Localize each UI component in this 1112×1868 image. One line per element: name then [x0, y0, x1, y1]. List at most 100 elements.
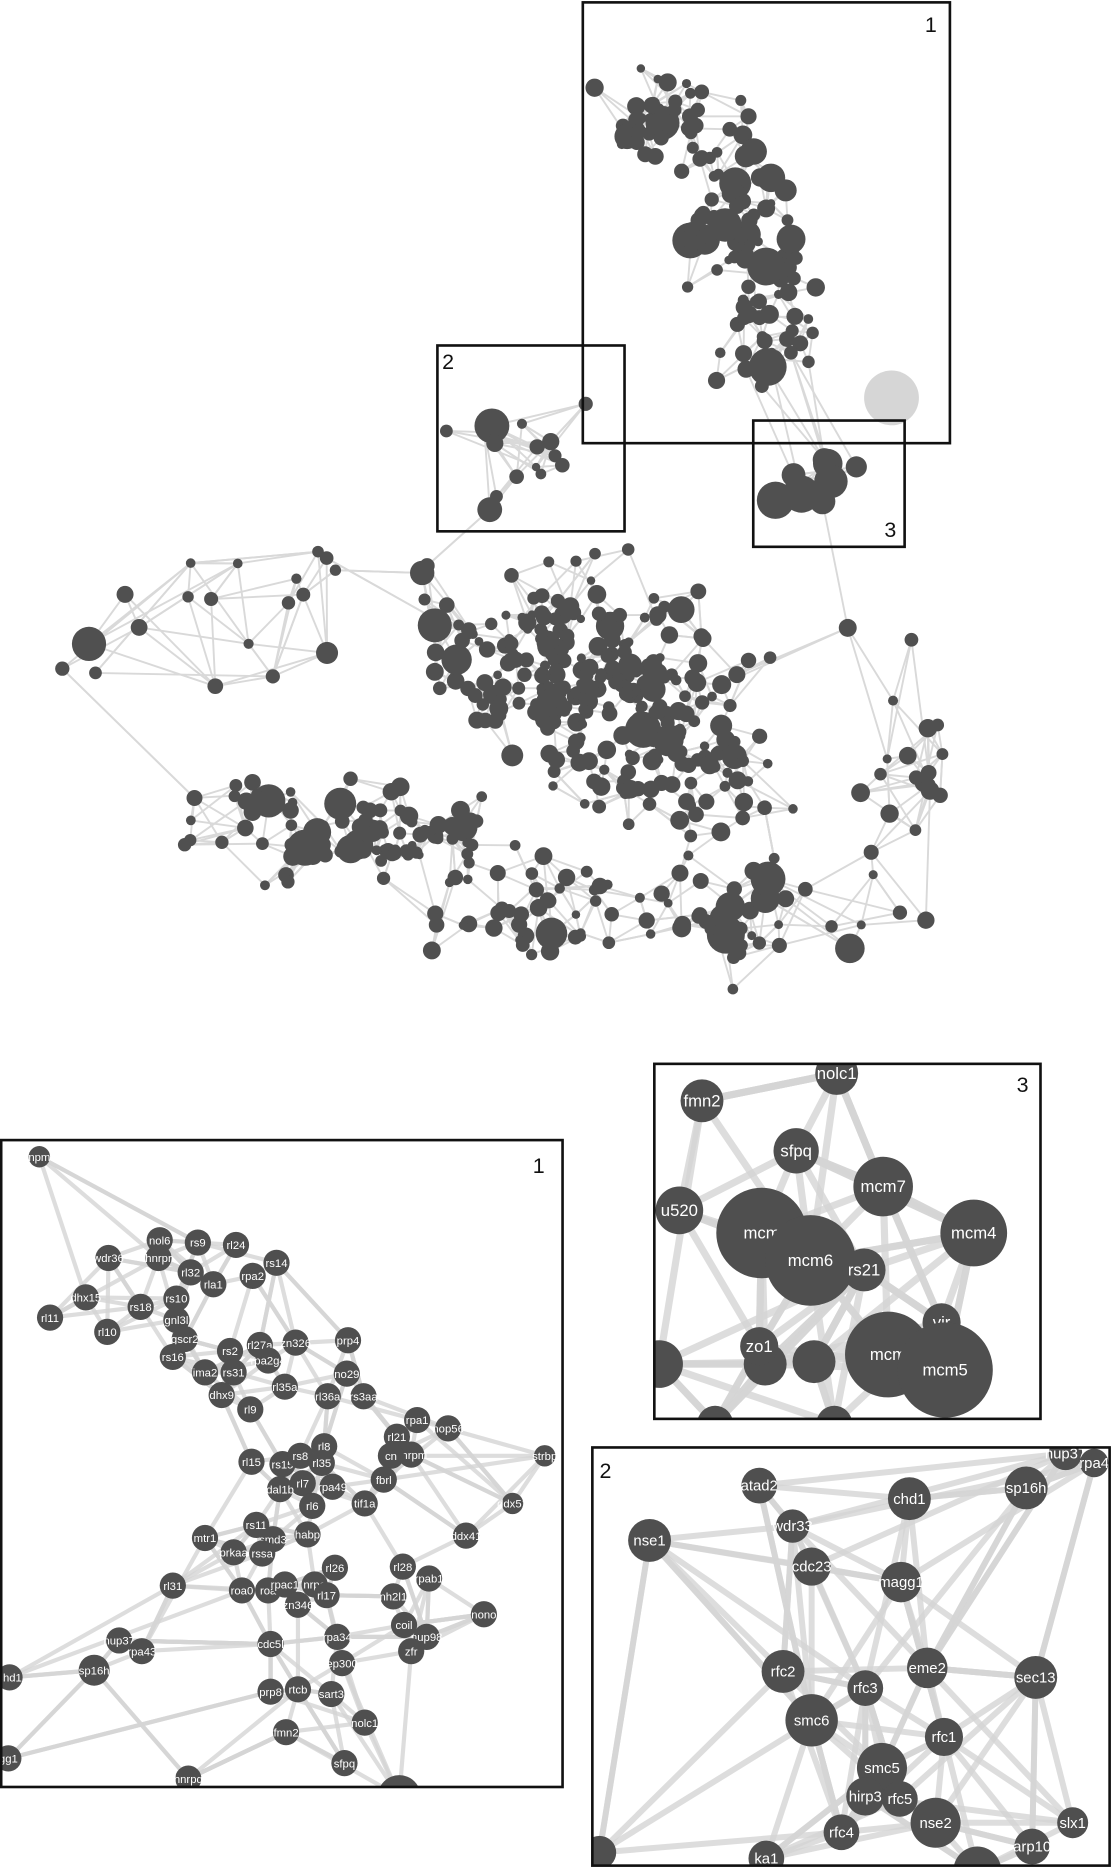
node-label: u520 — [661, 1201, 698, 1220]
node-label: ima2 — [193, 1368, 218, 1380]
node — [371, 820, 388, 836]
node — [398, 1638, 425, 1665]
node — [543, 556, 555, 568]
node — [585, 78, 604, 97]
zoom-box — [436, 344, 626, 533]
node-label: ddx51 — [497, 1499, 528, 1511]
node-label: mcm5 — [922, 1361, 967, 1380]
node — [613, 726, 633, 745]
node — [238, 1448, 265, 1475]
node — [634, 664, 645, 676]
node — [441, 644, 472, 675]
node-label: rs16 — [162, 1352, 184, 1364]
node — [478, 425, 492, 439]
node-label: habp — [295, 1530, 320, 1542]
node — [920, 781, 940, 800]
node — [404, 1406, 431, 1434]
edge — [764, 897, 851, 950]
node-label: nh2l1 — [379, 1592, 407, 1604]
node — [106, 1627, 133, 1654]
node — [628, 1518, 672, 1562]
node-label: mcm — [744, 1224, 780, 1243]
node — [222, 1231, 250, 1259]
node — [550, 593, 565, 609]
edge — [649, 1523, 793, 1544]
node — [708, 761, 721, 773]
node — [1, 1745, 22, 1772]
node-label: sfpq — [780, 1141, 812, 1160]
edge — [804, 851, 872, 891]
edge — [872, 874, 901, 914]
edge — [95, 671, 273, 678]
node — [683, 850, 694, 861]
node — [175, 1765, 202, 1787]
node — [1004, 1466, 1048, 1510]
node — [747, 247, 786, 286]
node — [534, 847, 553, 866]
node-label: rpa34 — [323, 1632, 352, 1644]
node — [721, 185, 740, 204]
edge — [418, 854, 437, 914]
node-label: fbrl — [376, 1475, 392, 1487]
edge — [649, 1537, 813, 1570]
edge — [552, 785, 586, 805]
node — [735, 298, 753, 316]
node — [71, 626, 107, 661]
edge — [37, 1155, 160, 1260]
node — [707, 691, 717, 702]
edge — [415, 1418, 514, 1506]
node — [856, 920, 866, 930]
node — [653, 885, 670, 902]
node — [785, 1694, 838, 1747]
node — [237, 792, 255, 810]
node — [438, 597, 455, 613]
node — [240, 823, 250, 833]
node — [789, 251, 803, 265]
node — [257, 1630, 284, 1658]
node — [898, 746, 917, 765]
node — [447, 869, 464, 886]
node — [653, 130, 669, 146]
node — [380, 1775, 419, 1787]
node — [355, 841, 372, 859]
edge — [838, 1687, 869, 1833]
node — [642, 797, 657, 811]
node — [460, 680, 476, 697]
edge — [494, 442, 556, 457]
edge — [172, 1551, 263, 1588]
node — [940, 1199, 1008, 1267]
node — [72, 1284, 99, 1311]
node — [602, 936, 616, 950]
node-label: npm — [28, 1152, 50, 1164]
node — [501, 1492, 524, 1515]
node-label: chd1 — [893, 1492, 925, 1508]
node — [351, 818, 370, 837]
node — [653, 774, 670, 791]
node — [260, 880, 270, 891]
node-label: rl9 — [244, 1405, 257, 1417]
node-label: tif1a — [354, 1499, 376, 1511]
node — [185, 558, 196, 568]
edge — [124, 593, 216, 687]
node — [177, 1259, 204, 1286]
node — [427, 905, 444, 922]
node — [642, 715, 652, 725]
node — [897, 1322, 993, 1418]
node — [328, 1649, 356, 1677]
node — [645, 929, 656, 939]
node — [722, 767, 733, 778]
node — [299, 1492, 326, 1519]
node-label: slx1 — [1059, 1816, 1085, 1832]
node — [910, 1797, 961, 1848]
edge — [886, 700, 894, 760]
node — [439, 424, 453, 438]
node-label: rs15 — [271, 1459, 293, 1471]
node — [536, 688, 564, 717]
overview-nodes — [55, 64, 949, 995]
node-label: rl35a — [272, 1382, 298, 1394]
edge — [627, 549, 658, 620]
node-label: dal1b — [266, 1484, 294, 1496]
node — [604, 660, 621, 676]
node — [728, 666, 746, 684]
node — [476, 791, 488, 802]
